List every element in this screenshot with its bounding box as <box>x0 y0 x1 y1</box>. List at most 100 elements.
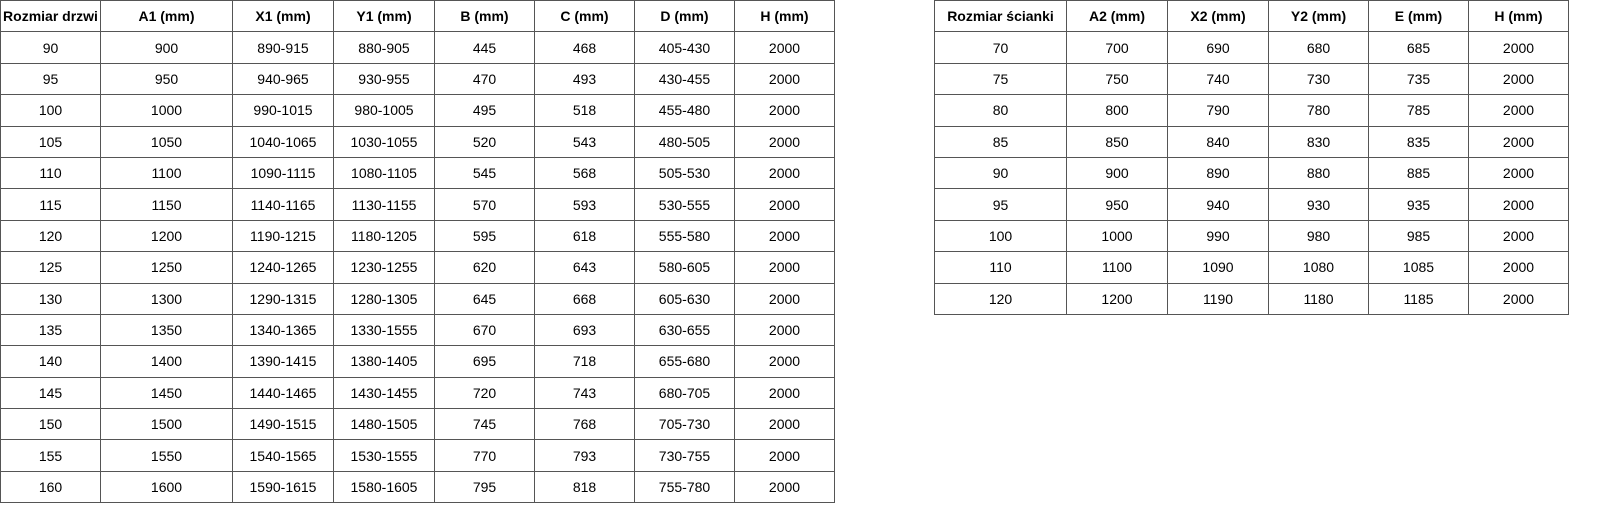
table-cell: 695 <box>434 345 535 378</box>
table-cell: 800 <box>1066 94 1168 127</box>
table-cell: 2000 <box>734 94 835 127</box>
table-cell: 720 <box>434 376 535 410</box>
header-row: Rozmiar ścianki A2 (mm) X2 (mm) Y2 (mm) E (m… <box>934 0 1569 33</box>
table-cell: 643 <box>534 251 635 284</box>
table-cell: 1580-1605 <box>333 470 435 504</box>
table-cell: 1080-1105 <box>333 156 435 190</box>
table-cell: 705-730 <box>634 408 735 441</box>
table-cell: 1300 <box>100 282 233 315</box>
table-cell: 568 <box>534 156 635 190</box>
table-cell: 780 <box>1268 94 1369 127</box>
table-cell: 818 <box>534 470 635 504</box>
table-cell: 2000 <box>1468 156 1569 190</box>
table-cell: 940 <box>1167 188 1269 221</box>
table-cell: 2000 <box>734 376 835 410</box>
column-header: H (mm) <box>734 0 835 33</box>
table-row: 80 800 790 780 785 2000 <box>934 94 1569 127</box>
table-cell: 1090 <box>1167 251 1269 284</box>
table-cell: 900 <box>1066 156 1168 190</box>
column-header: D (mm) <box>634 0 735 33</box>
table-cell: 1500 <box>100 408 233 441</box>
column-header: Rozmiar ścianki <box>934 0 1067 33</box>
table-cell: 950 <box>100 62 233 96</box>
table-cell: 518 <box>534 94 635 127</box>
table-row: 90 900 890 880 885 2000 <box>934 156 1569 190</box>
table-cell: 520 <box>434 125 535 158</box>
table-cell: 580-605 <box>634 251 735 284</box>
table-cell: 693 <box>534 313 635 347</box>
table-cell: 1400 <box>100 345 233 378</box>
table-row: 75 750 740 730 735 2000 <box>934 62 1569 96</box>
table-cell: 768 <box>534 408 635 441</box>
table-cell: 1050 <box>100 125 233 158</box>
table-cell: 1280-1305 <box>333 282 435 315</box>
table-cell: 75 <box>934 62 1067 96</box>
table-cell: 1180 <box>1268 282 1369 315</box>
table-cell: 1230-1255 <box>333 251 435 284</box>
table-row: 110 1100 1090 1080 1085 2000 <box>934 251 1569 284</box>
table-cell: 1030-1055 <box>333 125 435 158</box>
table-cell: 1150 <box>100 188 233 221</box>
table-cell: 595 <box>434 219 535 253</box>
column-header: Y2 (mm) <box>1268 0 1369 33</box>
table-cell: 1250 <box>100 251 233 284</box>
table-cell: 1040-1065 <box>232 125 334 158</box>
table-cell: 2000 <box>734 345 835 378</box>
table-cell: 618 <box>534 219 635 253</box>
table-cell: 140 <box>0 345 101 378</box>
table-row: 95 950 940 930 935 2000 <box>934 188 1569 221</box>
table-cell: 700 <box>1066 31 1168 64</box>
table-cell: 680-705 <box>634 376 735 410</box>
table-row: 85 850 840 830 835 2000 <box>934 125 1569 158</box>
table-cell: 2000 <box>734 408 835 441</box>
table-cell: 445 <box>434 31 535 64</box>
table-cell: 885 <box>1368 156 1469 190</box>
table-cell: 1180-1205 <box>333 219 435 253</box>
table-cell: 930 <box>1268 188 1369 221</box>
table-row: 135 1350 1340-1365 1330-1555 670 693 630-655 20… <box>0 313 835 347</box>
table-cell: 1550 <box>100 439 233 472</box>
door-size-table: Rozmiar drzwi A1 (mm) X1 (mm) Y1 (mm) B (mm)… <box>0 0 835 504</box>
table-cell: 605-630 <box>634 282 735 315</box>
table-cell: 980 <box>1268 219 1369 253</box>
table-cell: 405-430 <box>634 31 735 64</box>
table-cell: 135 <box>0 313 101 347</box>
table-cell: 1200 <box>1066 282 1168 315</box>
table-cell: 840 <box>1167 125 1269 158</box>
table-cell: 110 <box>934 251 1067 284</box>
table-cell: 630-655 <box>634 313 735 347</box>
table-cell: 2000 <box>1468 219 1569 253</box>
table-cell: 790 <box>1167 94 1269 127</box>
table-cell: 890-915 <box>232 31 334 64</box>
table-cell: 668 <box>534 282 635 315</box>
table-cell: 793 <box>534 439 635 472</box>
table-cell: 160 <box>0 470 101 504</box>
table-cell: 900 <box>100 31 233 64</box>
table-cell: 95 <box>934 188 1067 221</box>
table-cell: 1090-1115 <box>232 156 334 190</box>
column-header: H (mm) <box>1468 0 1569 33</box>
table-cell: 1100 <box>1066 251 1168 284</box>
table-row: 150 1500 1490-1515 1480-1505 745 768 705-730 20… <box>0 408 835 441</box>
table-cell: 105 <box>0 125 101 158</box>
table-cell: 1480-1505 <box>333 408 435 441</box>
table-cell: 770 <box>434 439 535 472</box>
table-cell: 2000 <box>734 282 835 315</box>
table-cell: 1185 <box>1368 282 1469 315</box>
table-cell: 100 <box>0 94 101 127</box>
table-header: Rozmiar ścianki A2 (mm) X2 (mm) Y2 (mm) E (m… <box>934 0 1569 33</box>
table-cell: 120 <box>934 282 1067 315</box>
table-cell: 985 <box>1368 219 1469 253</box>
table-row: 70 700 690 680 685 2000 <box>934 31 1569 64</box>
table-row: 140 1400 1390-1415 1380-1405 695 718 655-680 20… <box>0 345 835 378</box>
table-cell: 1100 <box>100 156 233 190</box>
table-cell: 1140-1165 <box>232 188 334 221</box>
table-cell: 785 <box>1368 94 1469 127</box>
table-cell: 150 <box>0 408 101 441</box>
table-cell: 1590-1615 <box>232 470 334 504</box>
table-cell: 1390-1415 <box>232 345 334 378</box>
table-row: 120 1200 1190-1215 1180-1205 595 618 555-580 20… <box>0 219 835 253</box>
table-row: 160 1600 1590-1615 1580-1605 795 818 755-780 20… <box>0 470 835 504</box>
table-cell: 570 <box>434 188 535 221</box>
table-cell: 2000 <box>1468 31 1569 64</box>
